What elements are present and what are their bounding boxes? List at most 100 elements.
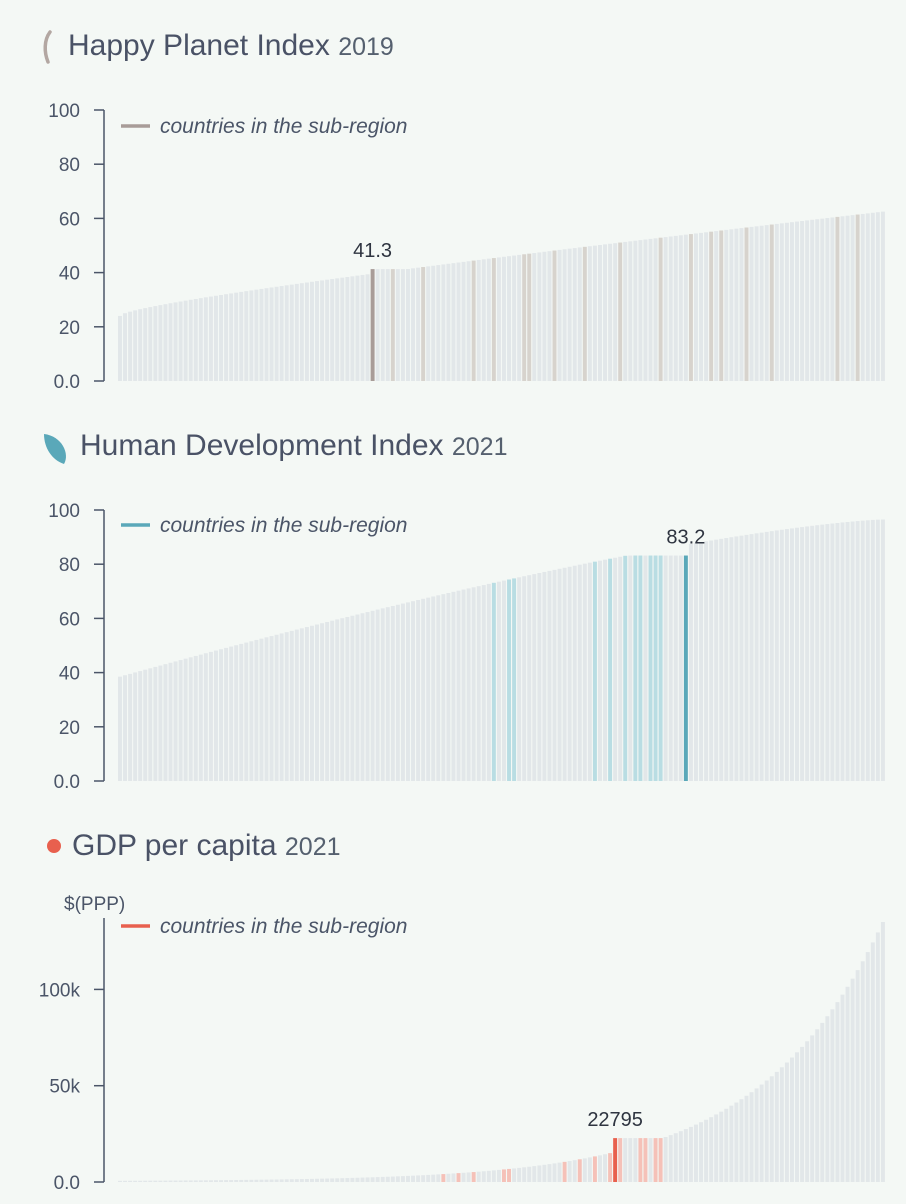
bar[interactable] bbox=[840, 216, 845, 381]
bar[interactable] bbox=[577, 247, 582, 381]
bar[interactable] bbox=[289, 1179, 294, 1182]
bar[interactable] bbox=[178, 1180, 183, 1182]
bar[interactable] bbox=[406, 268, 410, 381]
bar[interactable] bbox=[461, 261, 466, 381]
bar[interactable] bbox=[234, 1180, 239, 1182]
bar-highlight[interactable] bbox=[683, 555, 688, 781]
bar[interactable] bbox=[340, 277, 345, 381]
bar[interactable] bbox=[496, 257, 501, 381]
bar[interactable] bbox=[325, 279, 330, 381]
bar[interactable] bbox=[431, 1174, 436, 1182]
bar[interactable] bbox=[537, 573, 542, 781]
bar[interactable] bbox=[193, 1180, 198, 1182]
bar[interactable] bbox=[855, 521, 860, 781]
bar[interactable] bbox=[764, 531, 769, 781]
bar[interactable] bbox=[790, 528, 794, 781]
bar[interactable] bbox=[264, 288, 269, 381]
bar[interactable] bbox=[749, 534, 754, 781]
bar[interactable] bbox=[875, 212, 880, 381]
bar[interactable] bbox=[688, 543, 693, 781]
bar-subregion[interactable] bbox=[507, 1168, 511, 1182]
bar[interactable] bbox=[304, 282, 309, 381]
bar[interactable] bbox=[557, 249, 562, 381]
bar[interactable] bbox=[805, 220, 810, 381]
bar-subregion[interactable] bbox=[769, 224, 774, 381]
bar[interactable] bbox=[800, 527, 805, 781]
bar-subregion[interactable] bbox=[502, 1169, 506, 1182]
bar[interactable] bbox=[643, 239, 648, 381]
bar[interactable] bbox=[623, 241, 628, 381]
bar[interactable] bbox=[436, 265, 441, 381]
bar[interactable] bbox=[820, 1022, 825, 1182]
bar[interactable] bbox=[532, 1166, 537, 1182]
bar[interactable] bbox=[426, 1174, 431, 1182]
bar[interactable] bbox=[325, 621, 330, 781]
bar[interactable] bbox=[198, 654, 203, 781]
bar[interactable] bbox=[673, 235, 678, 381]
bar[interactable] bbox=[875, 519, 880, 781]
bar[interactable] bbox=[133, 672, 138, 781]
bar[interactable] bbox=[123, 675, 127, 781]
bar[interactable] bbox=[512, 1168, 517, 1182]
bar[interactable] bbox=[830, 217, 835, 381]
bar[interactable] bbox=[779, 223, 784, 381]
bar[interactable] bbox=[800, 220, 805, 381]
bar[interactable] bbox=[507, 256, 511, 381]
bar[interactable] bbox=[274, 634, 279, 781]
bar[interactable] bbox=[486, 583, 491, 781]
bar[interactable] bbox=[865, 952, 870, 1182]
bar[interactable] bbox=[618, 556, 623, 781]
bar-subregion[interactable] bbox=[456, 1173, 461, 1182]
bar[interactable] bbox=[547, 251, 552, 381]
bar[interactable] bbox=[411, 601, 415, 781]
bar[interactable] bbox=[688, 1126, 693, 1182]
bar[interactable] bbox=[400, 603, 405, 781]
bar[interactable] bbox=[416, 600, 421, 781]
bar[interactable] bbox=[769, 1076, 774, 1182]
bar[interactable] bbox=[486, 258, 491, 381]
bar[interactable] bbox=[411, 1175, 415, 1182]
bar[interactable] bbox=[330, 620, 335, 781]
bar[interactable] bbox=[375, 609, 380, 781]
bar[interactable] bbox=[795, 527, 799, 781]
bar[interactable] bbox=[229, 646, 234, 781]
bar[interactable] bbox=[562, 249, 567, 381]
bar[interactable] bbox=[880, 922, 885, 1182]
bar[interactable] bbox=[709, 540, 714, 781]
bar[interactable] bbox=[830, 1009, 835, 1182]
bar[interactable] bbox=[345, 616, 350, 781]
bar[interactable] bbox=[603, 244, 607, 381]
bar[interactable] bbox=[628, 241, 633, 381]
bar[interactable] bbox=[380, 269, 385, 381]
bar[interactable] bbox=[582, 1158, 587, 1182]
bar[interactable] bbox=[441, 264, 446, 381]
bar[interactable] bbox=[572, 1160, 577, 1182]
bar[interactable] bbox=[694, 1124, 698, 1182]
bar[interactable] bbox=[860, 520, 865, 781]
bar[interactable] bbox=[845, 986, 850, 1182]
bar[interactable] bbox=[133, 1180, 138, 1182]
bar[interactable] bbox=[264, 1179, 269, 1182]
bar[interactable] bbox=[188, 1180, 193, 1182]
bar-subregion[interactable] bbox=[441, 1174, 446, 1182]
bar-subregion[interactable] bbox=[421, 267, 426, 381]
bar[interactable] bbox=[148, 1180, 153, 1182]
bar[interactable] bbox=[754, 1088, 759, 1182]
bar[interactable] bbox=[613, 243, 618, 381]
bar[interactable] bbox=[208, 296, 213, 381]
bar[interactable] bbox=[734, 1102, 739, 1182]
bar[interactable] bbox=[865, 520, 870, 781]
bar[interactable] bbox=[744, 534, 749, 781]
bar[interactable] bbox=[168, 1180, 173, 1182]
bar[interactable] bbox=[825, 218, 830, 381]
bar-subregion[interactable] bbox=[491, 258, 496, 381]
bar[interactable] bbox=[249, 1179, 254, 1182]
bar[interactable] bbox=[133, 310, 138, 381]
bar-subregion[interactable] bbox=[688, 234, 693, 381]
bar[interactable] bbox=[704, 232, 709, 381]
bar-subregion[interactable] bbox=[522, 254, 527, 381]
bar[interactable] bbox=[128, 311, 133, 381]
bar[interactable] bbox=[870, 519, 875, 781]
bar[interactable] bbox=[123, 1180, 127, 1182]
bar[interactable] bbox=[214, 1180, 218, 1182]
